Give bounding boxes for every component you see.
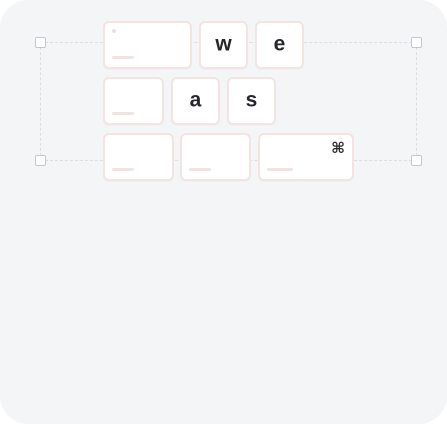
- resize-handle-bottom-right[interactable]: [411, 155, 422, 166]
- key-tab[interactable]: [103, 21, 192, 69]
- key-s-label: s: [245, 88, 258, 112]
- resize-handle-bottom-left[interactable]: [35, 155, 46, 166]
- key-label-placeholder: [112, 168, 134, 171]
- resize-handle-top-left[interactable]: [35, 37, 46, 48]
- key-command[interactable]: ⌘: [258, 133, 354, 181]
- key-e-label: e: [273, 32, 286, 56]
- key-a[interactable]: a: [171, 77, 220, 125]
- key-caps-lock[interactable]: [103, 77, 164, 125]
- key-label-placeholder: [267, 168, 293, 171]
- key-w[interactable]: w: [199, 21, 248, 69]
- key-s[interactable]: s: [227, 77, 276, 125]
- command-key-icon: ⌘: [331, 139, 345, 157]
- key-control[interactable]: [103, 133, 174, 181]
- key-label-placeholder: [189, 168, 211, 171]
- key-a-label: a: [189, 88, 202, 112]
- key-option[interactable]: [180, 133, 251, 181]
- key-indicator-dot: [112, 29, 116, 33]
- key-e[interactable]: e: [255, 21, 304, 69]
- key-label-placeholder: [112, 112, 134, 115]
- key-w-label: w: [215, 32, 232, 56]
- resize-handle-top-right[interactable]: [411, 37, 422, 48]
- key-label-placeholder: [112, 56, 134, 59]
